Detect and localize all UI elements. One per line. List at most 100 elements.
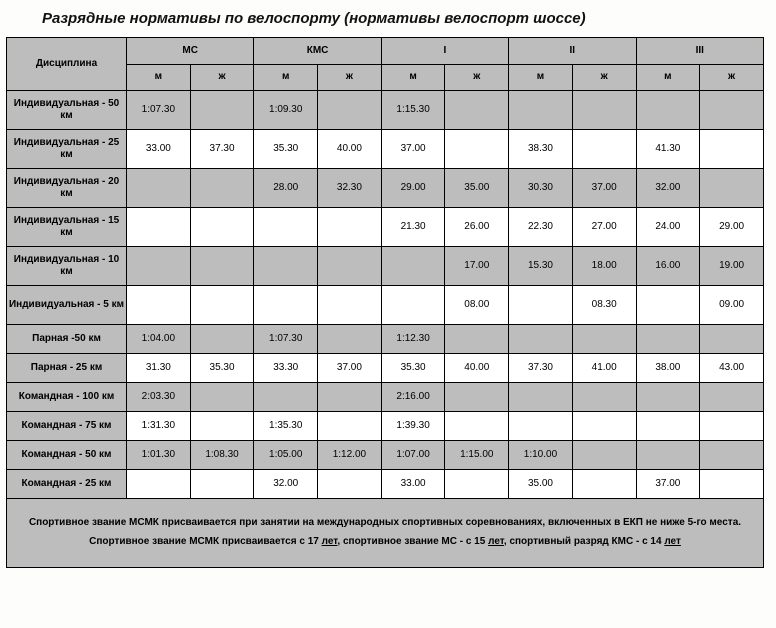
value-cell: 35.00 — [445, 169, 509, 208]
value-cell: 28.00 — [254, 169, 318, 208]
value-cell — [636, 383, 700, 412]
col-sub: ж — [318, 64, 382, 91]
notes-row: Спортивное звание МСМК присваивается при… — [7, 499, 764, 568]
value-cell — [318, 247, 382, 286]
discipline-cell: Парная - 25 км — [7, 354, 127, 383]
discipline-cell: Индивидуальная - 10 км — [7, 247, 127, 286]
value-cell — [254, 383, 318, 412]
value-cell: 33.30 — [254, 354, 318, 383]
value-cell — [445, 470, 509, 499]
value-cell — [572, 130, 636, 169]
value-cell — [445, 130, 509, 169]
col-sub: ж — [572, 64, 636, 91]
value-cell: 09.00 — [700, 286, 764, 325]
value-cell — [636, 91, 700, 130]
value-cell: 15.30 — [509, 247, 573, 286]
table-row: Индивидуальная - 20 км28.0032.3029.0035.… — [7, 169, 764, 208]
value-cell — [509, 325, 573, 354]
value-cell — [254, 208, 318, 247]
note-line-1: Спортивное звание МСМК присваивается при… — [13, 513, 757, 532]
discipline-cell: Индивидуальная - 20 км — [7, 169, 127, 208]
col-group-i: I — [381, 38, 508, 65]
value-cell — [445, 91, 509, 130]
value-cell: 1:35.30 — [254, 412, 318, 441]
value-cell — [700, 130, 764, 169]
table-row: Индивидуальная - 50 км1:07.301:09.301:15… — [7, 91, 764, 130]
value-cell: 33.00 — [381, 470, 445, 499]
value-cell: 37.00 — [572, 169, 636, 208]
value-cell — [190, 412, 254, 441]
value-cell: 41.00 — [572, 354, 636, 383]
value-cell — [572, 470, 636, 499]
value-cell: 43.00 — [700, 354, 764, 383]
col-group-kms: КМС — [254, 38, 381, 65]
discipline-cell: Парная -50 км — [7, 325, 127, 354]
value-cell: 1:12.00 — [318, 441, 382, 470]
value-cell — [572, 412, 636, 441]
value-cell: 1:07.30 — [127, 91, 191, 130]
value-cell — [190, 383, 254, 412]
discipline-cell: Командная - 100 км — [7, 383, 127, 412]
value-cell — [190, 169, 254, 208]
value-cell: 1:05.00 — [254, 441, 318, 470]
value-cell: 41.30 — [636, 130, 700, 169]
discipline-cell: Командная - 25 км — [7, 470, 127, 499]
col-sub: ж — [190, 64, 254, 91]
value-cell: 22.30 — [509, 208, 573, 247]
value-cell — [445, 412, 509, 441]
value-cell — [572, 325, 636, 354]
value-cell — [445, 325, 509, 354]
value-cell — [636, 325, 700, 354]
value-cell — [127, 247, 191, 286]
value-cell — [572, 91, 636, 130]
value-cell — [509, 286, 573, 325]
table-row: Индивидуальная - 10 км17.0015.3018.0016.… — [7, 247, 764, 286]
col-group-ii: II — [509, 38, 636, 65]
value-cell: 29.00 — [700, 208, 764, 247]
value-cell — [509, 412, 573, 441]
value-cell: 26.00 — [445, 208, 509, 247]
value-cell: 37.00 — [636, 470, 700, 499]
value-cell: 1:07.30 — [254, 325, 318, 354]
col-discipline: Дисциплина — [7, 38, 127, 91]
table-row: Командная - 100 км2:03.302:16.00 — [7, 383, 764, 412]
value-cell: 1:12.30 — [381, 325, 445, 354]
value-cell — [700, 169, 764, 208]
value-cell: 35.30 — [254, 130, 318, 169]
value-cell — [700, 470, 764, 499]
col-group-ms: МС — [127, 38, 254, 65]
value-cell: 27.00 — [572, 208, 636, 247]
value-cell — [318, 208, 382, 247]
value-cell — [127, 208, 191, 247]
value-cell: 16.00 — [636, 247, 700, 286]
value-cell — [572, 383, 636, 412]
discipline-cell: Индивидуальная - 15 км — [7, 208, 127, 247]
value-cell: 35.30 — [190, 354, 254, 383]
value-cell — [190, 247, 254, 286]
value-cell: 1:08.30 — [190, 441, 254, 470]
value-cell — [700, 412, 764, 441]
value-cell: 1:07.00 — [381, 441, 445, 470]
value-cell: 40.00 — [318, 130, 382, 169]
value-cell: 1:09.30 — [254, 91, 318, 130]
value-cell: 30.30 — [509, 169, 573, 208]
table-row: Командная - 25 км32.0033.0035.0037.00 — [7, 470, 764, 499]
table-row: Индивидуальная - 15 км21.3026.0022.3027.… — [7, 208, 764, 247]
value-cell — [127, 470, 191, 499]
value-cell — [381, 286, 445, 325]
table-row: Индивидуальная - 5 км08.0008.3009.00 — [7, 286, 764, 325]
value-cell: 1:15.00 — [445, 441, 509, 470]
value-cell — [445, 383, 509, 412]
value-cell — [254, 247, 318, 286]
value-cell — [318, 412, 382, 441]
value-cell: 24.00 — [636, 208, 700, 247]
value-cell — [127, 286, 191, 325]
value-cell — [190, 91, 254, 130]
value-cell — [127, 169, 191, 208]
value-cell: 40.00 — [445, 354, 509, 383]
discipline-cell: Индивидуальная - 5 км — [7, 286, 127, 325]
value-cell — [318, 325, 382, 354]
value-cell: 1:39.30 — [381, 412, 445, 441]
standards-table: Дисциплина МС КМС I II III м ж м ж м ж м… — [6, 37, 764, 568]
value-cell: 37.00 — [381, 130, 445, 169]
